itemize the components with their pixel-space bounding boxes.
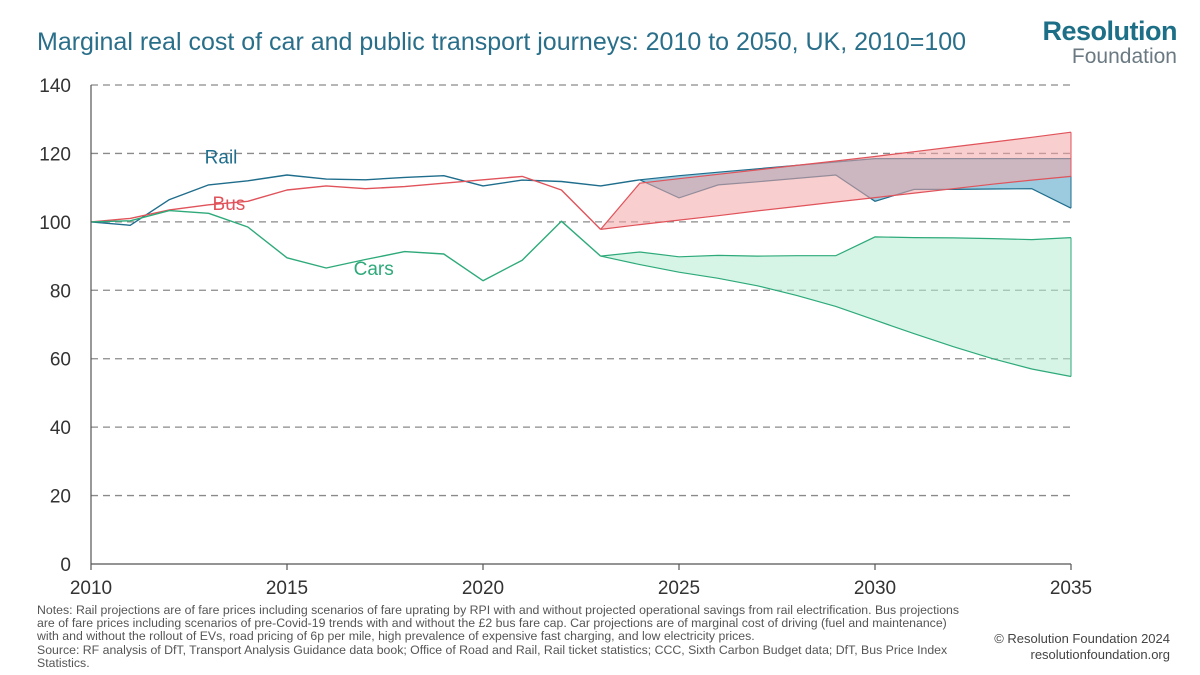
projection-bands (600, 131, 1072, 378)
notes-text: Notes: Rail projections are of fare pric… (37, 603, 960, 644)
bus-series-label: Bus (213, 194, 246, 215)
y-tick-label-80: 80 (50, 281, 71, 302)
chart-notes: Notes: Rail projections are of fare pric… (37, 603, 967, 670)
x-tick-label-2030: 2030 (854, 578, 896, 599)
y-tick-label-100: 100 (39, 213, 71, 234)
y-tick-label-40: 40 (50, 418, 71, 439)
copyright-line: © Resolution Foundation 2024 (994, 631, 1170, 646)
cars-projection-lower-line (600, 255, 1072, 378)
y-tick-label-120: 120 (39, 144, 71, 165)
y-tick-label-140: 140 (39, 76, 71, 97)
cars-projection-band (600, 236, 1071, 377)
y-tick-label-60: 60 (50, 350, 71, 371)
chart-title: Marginal real cost of car and public tra… (37, 28, 967, 56)
rail-series-line (90, 174, 640, 227)
axes: 0 20 40 60 80 100 120 140 2010 2015 2020 2025 2030 20… (39, 76, 1092, 599)
y-tick-label-0: 0 (60, 555, 71, 576)
cars-series-line (90, 209, 602, 282)
logo-line-2: Foundation (1071, 45, 1177, 68)
series-lines (90, 174, 640, 282)
cars-projection-upper-line (600, 236, 1072, 258)
x-tick-label-2020: 2020 (462, 578, 504, 599)
copyright: © Resolution Foundation 2024 resolutionf… (994, 631, 1170, 663)
y-tick-label-20: 20 (50, 487, 71, 508)
source-text: Source: RF analysis of DfT, Transport An… (37, 642, 948, 670)
logo-line-1: Resolution (1042, 16, 1178, 46)
bus-series-line (90, 175, 602, 230)
line-chart: 0 20 40 60 80 100 120 140 2010 2015 2020 2025 2030 20… (39, 76, 1092, 599)
bus-projection-lower-line (600, 175, 1072, 230)
cars-series-label: Cars (354, 259, 394, 280)
series-labels: Rail Bus Cars (205, 148, 394, 280)
x-tick-label-2010: 2010 (70, 578, 112, 599)
website-line: resolutionfoundation.org (1030, 647, 1171, 662)
x-tick-label-2035: 2035 (1050, 578, 1092, 599)
resolution-foundation-logo: Resolution Foundation (1042, 16, 1178, 68)
bus-projection-upper-line (600, 131, 1072, 230)
rail-series-label: Rail (205, 148, 238, 169)
x-tick-label-2015: 2015 (266, 578, 308, 599)
bus-projection-band (600, 132, 1071, 230)
x-tick-label-2025: 2025 (658, 578, 700, 599)
